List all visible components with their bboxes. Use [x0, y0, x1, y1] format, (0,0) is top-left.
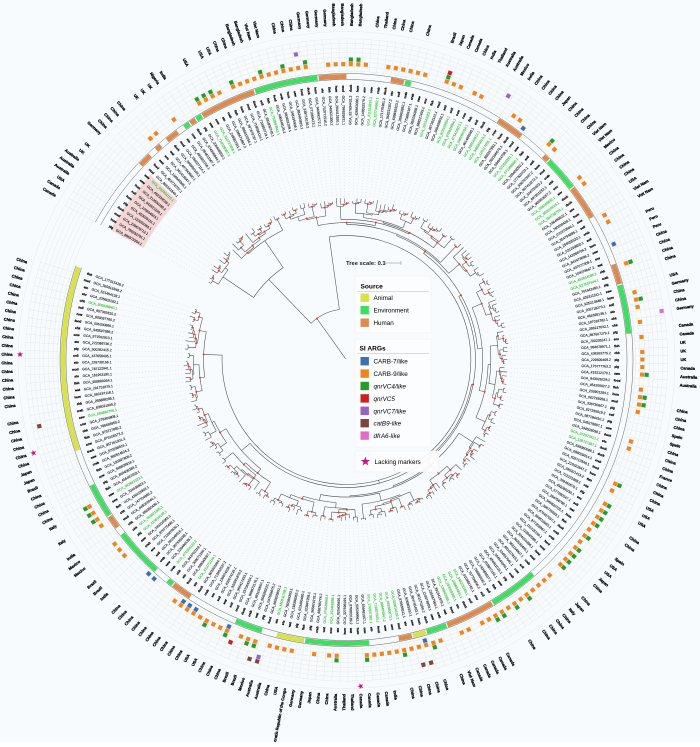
svg-text:pig: pig [613, 330, 618, 334]
svg-text:China: China [1, 369, 13, 374]
svg-text:dfrA6-like: dfrA6-like [374, 433, 401, 440]
svg-text:mud: mud [341, 85, 345, 92]
svg-text:Bangladesh: Bangladesh [331, 3, 337, 26]
svg-text:China: China [2, 377, 14, 383]
svg-text:env: env [614, 337, 620, 341]
svg-text:GCA_627694431.2: GCA_627694431.2 [348, 95, 352, 125]
svg-text:GCA_176777763.2: GCA_176777763.2 [581, 364, 611, 369]
svg-text:hum: hum [356, 85, 360, 92]
svg-text:China: China [2, 386, 14, 392]
svg-text:pig: pig [74, 347, 79, 351]
svg-text:GCA_876803189.2: GCA_876803189.2 [348, 595, 353, 625]
svg-text:qnrVC4/like: qnrVC4/like [374, 384, 407, 391]
svg-text:Animal: Animal [374, 295, 393, 302]
svg-text:Canada: Canada [358, 694, 364, 709]
svg-text:UK: UK [680, 357, 686, 362]
svg-text:sto: sto [74, 374, 79, 378]
svg-text:Environment: Environment [374, 308, 410, 315]
svg-text:China: China [324, 693, 330, 705]
svg-text:GCA_229730156.1: GCA_229730156.1 [82, 360, 112, 364]
svg-text:sto: sto [369, 627, 373, 632]
svg-text:sto: sto [74, 361, 79, 365]
svg-text:fish: fish [327, 87, 331, 93]
svg-text:sew: sew [614, 372, 621, 376]
svg-text:duck: duck [349, 85, 353, 93]
svg-text:Australia: Australia [332, 693, 338, 711]
svg-text:China: China [1, 360, 13, 365]
svg-text:CARB-7/like: CARB-7/like [374, 359, 409, 366]
svg-text:GCA_436383775.2: GCA_436383775.2 [581, 351, 611, 356]
svg-text:cow: cow [369, 86, 374, 93]
svg-text:SI ARGs: SI ARGs [360, 346, 386, 353]
svg-text:Australia: Australia [680, 374, 698, 380]
svg-text:pig: pig [610, 405, 615, 410]
svg-text:Canada: Canada [680, 365, 695, 370]
svg-text:sto: sto [320, 88, 324, 93]
svg-text:China: China [1, 352, 13, 357]
svg-text:UK: UK [680, 348, 686, 353]
svg-text:pig: pig [614, 358, 619, 362]
svg-text:hum: hum [343, 628, 347, 635]
svg-text:GCA_229509409.2: GCA_229509409.2 [581, 358, 611, 362]
svg-text:cow: cow [73, 333, 80, 338]
svg-text:hum: hum [356, 628, 360, 635]
svg-text:cow: cow [363, 627, 367, 634]
svg-text:Source: Source [361, 284, 384, 291]
svg-text:sto: sto [389, 91, 394, 96]
svg-text:GCA_799925831.1: GCA_799925831.1 [341, 96, 345, 126]
svg-text:GCA_327696199.1: GCA_327696199.1 [343, 595, 347, 625]
svg-text:Bangladesh: Bangladesh [349, 3, 354, 26]
svg-text:qnrVC5: qnrVC5 [374, 396, 396, 403]
svg-text:fish: fish [614, 344, 620, 348]
svg-text:Thailand: Thailand [350, 694, 355, 711]
svg-text:crab: crab [315, 626, 320, 633]
svg-text:wat: wat [349, 627, 353, 633]
svg-text:food: food [614, 378, 621, 382]
svg-text:China: China [315, 692, 321, 704]
svg-text:pig: pig [308, 625, 313, 630]
svg-text:crab: crab [376, 87, 381, 94]
svg-text:Human: Human [374, 320, 395, 327]
svg-text:soil: soil [73, 354, 79, 358]
svg-text:Canada: Canada [367, 693, 373, 709]
svg-text:China: China [2, 343, 14, 349]
svg-text:hum: hum [313, 87, 318, 94]
svg-text:env: env [362, 87, 366, 93]
svg-text:CARB-9/like: CARB-9/like [374, 371, 409, 378]
svg-text:pig: pig [294, 623, 299, 628]
svg-text:mud: mud [72, 367, 79, 371]
svg-text:Thailand: Thailand [341, 693, 346, 710]
svg-text:Bangladesh: Bangladesh [340, 3, 345, 26]
svg-text:Tree scale: 0.1: Tree scale: 0.1 [346, 261, 386, 267]
svg-text:cow: cow [329, 627, 333, 634]
svg-text:Bangladesh: Bangladesh [357, 3, 363, 26]
svg-text:hum: hum [334, 86, 338, 93]
svg-text:China: China [2, 334, 14, 340]
svg-text:wat: wat [74, 388, 81, 393]
svg-text:fish: fish [74, 381, 80, 385]
svg-text:chk: chk [75, 326, 81, 331]
svg-text:sto: sto [336, 628, 340, 633]
svg-text:Lacking markers: Lacking markers [375, 459, 421, 466]
svg-text:sto: sto [74, 340, 79, 344]
svg-text:pig: pig [614, 365, 619, 369]
svg-text:wat: wat [322, 627, 327, 633]
svg-text:chk: chk [614, 351, 620, 355]
svg-text:sto: sto [610, 309, 615, 314]
svg-text:chk: chk [612, 323, 618, 328]
svg-text:qnrVC7/like: qnrVC7/like [374, 408, 407, 415]
svg-text:UK: UK [680, 340, 686, 345]
svg-text:food: food [376, 626, 381, 633]
svg-text:fish: fish [613, 385, 619, 390]
svg-text:chk: chk [611, 316, 617, 321]
svg-text:hum: hum [612, 392, 619, 397]
svg-text:GCA_437656495.1: GCA_437656495.1 [82, 354, 112, 359]
svg-text:catB9-like: catB9-like [374, 421, 402, 428]
